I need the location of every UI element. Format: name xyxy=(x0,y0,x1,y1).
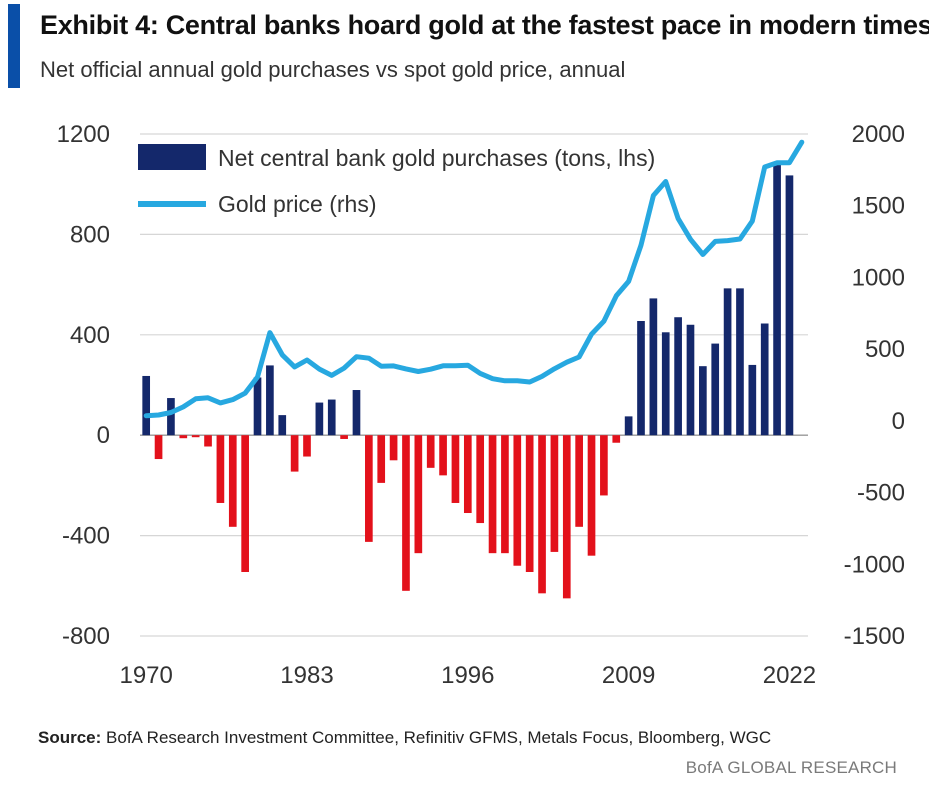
bar-1997 xyxy=(476,435,485,524)
bar-2004 xyxy=(562,435,571,599)
bar-series xyxy=(142,164,794,599)
bar-2019 xyxy=(748,364,757,436)
bar-1970 xyxy=(142,375,151,436)
right-tick-label: 1000 xyxy=(852,264,905,291)
x-tick-label: 2022 xyxy=(763,662,816,689)
bar-2014 xyxy=(686,324,695,436)
right-tick-label: 0 xyxy=(892,408,905,435)
right-axis: 2000 1500 1000 500 0 -500 -1000 -1500 xyxy=(844,121,905,650)
brand-label: BofA GLOBAL RESEARCH xyxy=(685,758,897,777)
legend-label-line: Gold price (rhs) xyxy=(218,191,376,217)
bar-1973 xyxy=(179,435,188,439)
bar-2015 xyxy=(699,366,707,436)
bar-1980 xyxy=(266,365,274,436)
bar-1975 xyxy=(204,435,212,447)
bar-1983 xyxy=(303,435,311,457)
bar-1986 xyxy=(340,435,348,439)
bar-1977 xyxy=(228,435,237,527)
bar-1992 xyxy=(414,435,423,554)
right-tick-label: 2000 xyxy=(852,121,905,148)
bar-2011 xyxy=(649,298,658,436)
bar-1978 xyxy=(241,435,249,572)
bar-1987 xyxy=(352,390,361,436)
left-tick-label: -400 xyxy=(62,523,110,550)
bar-2007 xyxy=(600,435,608,496)
right-tick-label: -1000 xyxy=(844,551,905,578)
chart-subtitle: Net official annual gold purchases vs sp… xyxy=(40,57,626,82)
bar-2020 xyxy=(760,323,769,436)
bar-1995 xyxy=(451,435,460,503)
bar-1979 xyxy=(253,377,262,436)
gold-price-line xyxy=(143,139,805,419)
right-tick-label: -1500 xyxy=(844,623,905,650)
bar-2005 xyxy=(575,435,583,527)
left-tick-label: -800 xyxy=(62,623,110,650)
source-label: Source: xyxy=(38,728,102,747)
line-series xyxy=(143,139,805,419)
left-tick-label: 0 xyxy=(97,422,110,449)
left-tick-label: 800 xyxy=(70,221,110,248)
right-tick-label: 1500 xyxy=(852,193,905,220)
bar-1991 xyxy=(402,435,410,591)
bar-2022 xyxy=(785,175,794,436)
bar-2001 xyxy=(525,435,534,572)
right-tick-label: -500 xyxy=(857,480,905,507)
bar-1972 xyxy=(167,398,175,436)
bar-2010 xyxy=(637,320,645,436)
right-tick-label: 500 xyxy=(865,336,905,363)
x-tick-label: 1983 xyxy=(280,662,333,689)
source-note: Source: BofA Research Investment Committ… xyxy=(38,728,771,748)
bar-2021 xyxy=(773,164,781,436)
bar-2000 xyxy=(513,435,522,566)
x-tick-label: 1970 xyxy=(119,662,172,689)
accent-bar xyxy=(8,4,20,88)
bar-1996 xyxy=(463,435,472,514)
bar-1976 xyxy=(216,435,225,503)
bar-2012 xyxy=(661,332,670,436)
bar-1989 xyxy=(377,435,386,483)
bar-1985 xyxy=(327,399,336,436)
bar-1982 xyxy=(290,435,299,472)
bar-1984 xyxy=(315,402,324,436)
x-tick-label: 1996 xyxy=(441,662,494,689)
bar-1971 xyxy=(154,435,163,460)
bar-2016 xyxy=(711,343,720,436)
bar-2008 xyxy=(612,435,621,443)
left-tick-label: 1200 xyxy=(57,121,110,148)
x-axis: 1970 1983 1996 2009 2022 xyxy=(119,662,816,689)
bar-1998 xyxy=(488,435,497,554)
legend: Net central bank gold purchases (tons, l… xyxy=(138,144,655,217)
bar-2013 xyxy=(674,317,682,436)
source-text: BofA Research Investment Committee, Refi… xyxy=(106,728,772,747)
bar-2002 xyxy=(538,435,546,594)
bar-1999 xyxy=(501,435,509,554)
bar-2018 xyxy=(736,288,744,436)
bar-2006 xyxy=(587,435,596,556)
bar-1974 xyxy=(191,435,200,438)
bar-1981 xyxy=(278,415,287,436)
legend-label-bar: Net central bank gold purchases (tons, l… xyxy=(218,145,655,171)
left-axis: 1200 800 400 0 -400 -800 xyxy=(57,121,110,650)
legend-swatch-bar xyxy=(138,144,206,170)
bar-1994 xyxy=(439,435,447,476)
bar-2003 xyxy=(550,435,559,552)
left-tick-label: 400 xyxy=(70,322,110,349)
bar-2017 xyxy=(723,288,732,436)
bar-1993 xyxy=(426,435,435,468)
bar-2009 xyxy=(624,416,633,436)
chart-title: Exhibit 4: Central banks hoard gold at t… xyxy=(40,10,929,40)
x-tick-label: 2009 xyxy=(602,662,655,689)
bar-1990 xyxy=(389,435,398,461)
bar-1988 xyxy=(365,435,373,542)
